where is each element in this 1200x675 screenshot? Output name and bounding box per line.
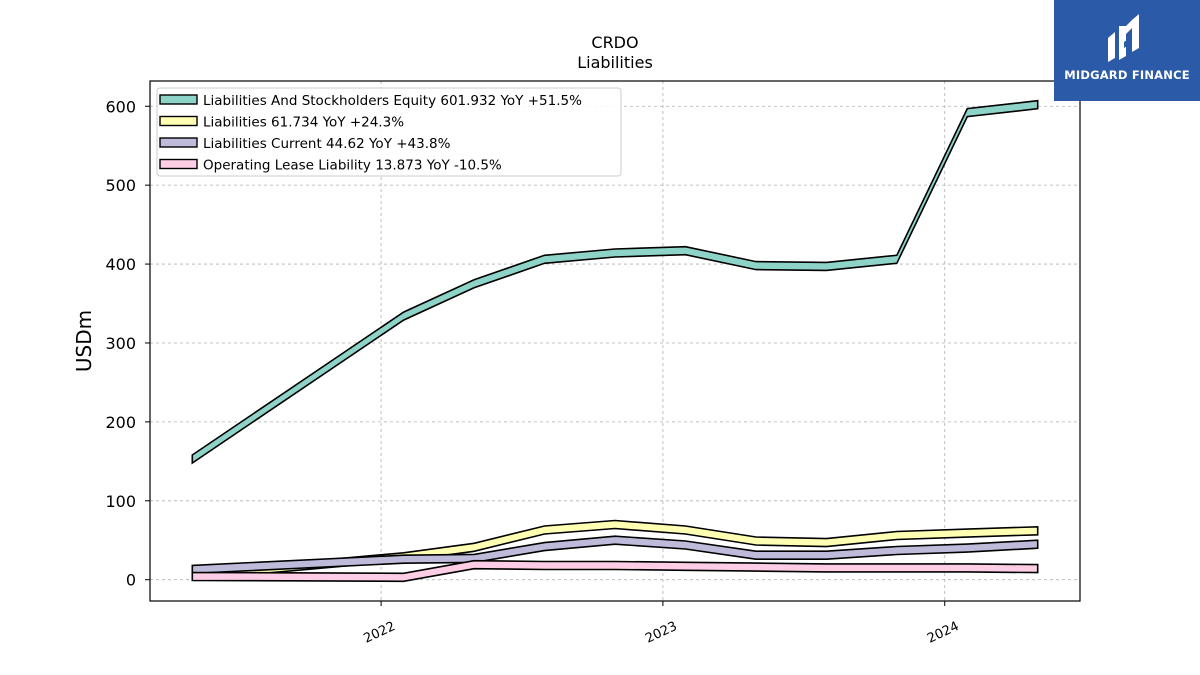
series-line-3 [191,535,1039,575]
chart-subtitle: Liabilities [577,53,653,72]
y-tick-label: 300 [105,334,136,353]
series-line-2 [191,519,1039,581]
midgard-finance-logo: MIDGARD FINANCE [1054,0,1200,101]
x-tick-label: 2024 [925,619,961,647]
legend-box [156,87,622,177]
legend-swatch [159,158,198,170]
chart-title: CRDO [591,33,638,52]
plot-frame [149,80,1081,602]
legend-label: Liabilities Current 44.62 YoY +43.8% [203,136,451,152]
logo-text: MIDGARD FINANCE [1064,68,1190,82]
y-tick-label: 600 [105,97,136,116]
legend-swatch [159,137,198,148]
x-tick-label: 2022 [361,619,397,647]
y-axis-label: USDm [72,310,96,372]
legend-swatch [159,94,198,105]
legend-swatch [159,115,198,127]
series-layer [191,99,1039,583]
y-tick-label: 500 [105,176,136,195]
legend-label: Liabilities And Stockholders Equity 601.… [203,93,582,109]
y-tick-label: 0 [126,571,136,590]
legend-label: Liabilities 61.734 YoY +24.3% [203,115,404,131]
x-tick-label: 2023 [643,619,679,647]
series-line-1 [191,99,1039,465]
y-tick-label: 400 [105,255,136,274]
series-line-4 [191,559,1039,583]
y-tick-label: 100 [105,492,136,511]
legend: Liabilities And Stockholders Equity 601.… [156,87,622,177]
legend-label: Operating Lease Liability 13.873 YoY -10… [203,158,502,174]
midgard-logo-icon [1108,14,1139,62]
y-tick-label: 200 [105,413,136,432]
